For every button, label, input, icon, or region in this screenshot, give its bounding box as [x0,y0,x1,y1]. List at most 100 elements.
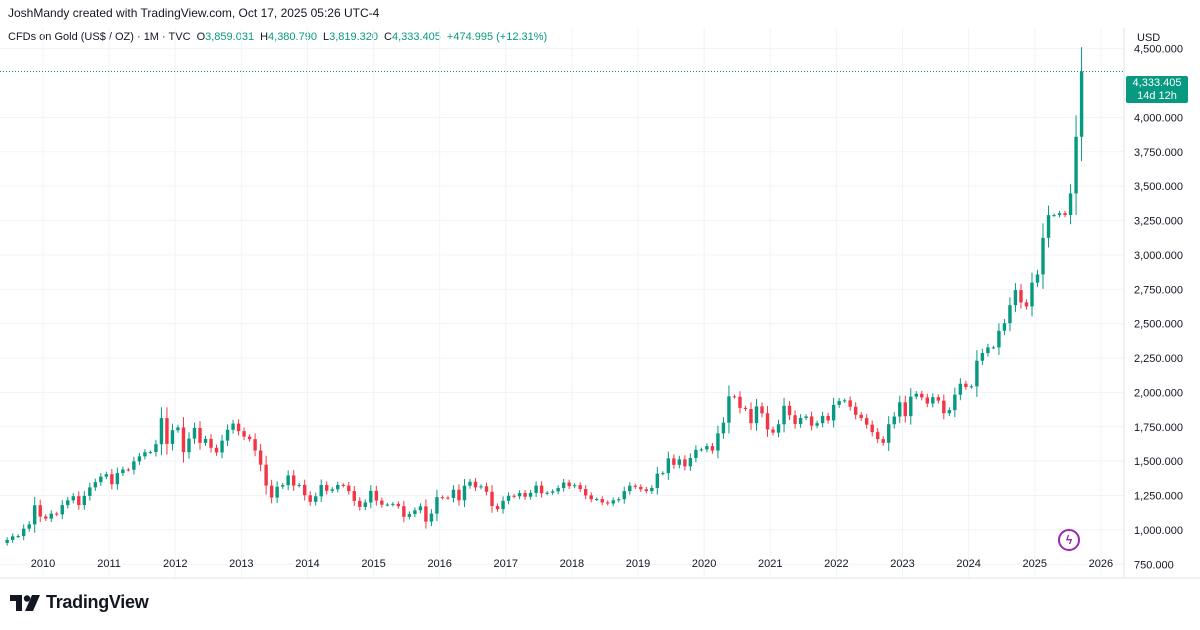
candle-body [308,495,312,502]
candle-body [71,496,75,501]
candle-body [925,397,930,404]
candle-body [253,439,257,451]
candle-body [567,482,571,487]
candle-body [688,457,693,467]
candle-body [220,440,224,453]
candle-body [1019,290,1023,303]
x-tick-label: 2013 [229,558,253,570]
legend-change: +474.995 (+12.31%) [446,31,548,43]
attribution-header: JoshMandy created with TradingView.com, … [8,6,380,20]
candle-body [920,393,924,398]
candle-body [793,415,797,424]
candle-body [297,484,301,486]
candle-body [837,401,841,405]
candle-body [677,459,682,465]
candle-body [539,485,544,494]
candle-body [534,485,538,493]
y-tick-label: 2,500.000 [1134,319,1183,331]
candle-body [887,424,891,443]
candle-body [650,487,654,492]
y-tick-label: 4,500.000 [1134,44,1183,56]
candle-body [391,503,395,505]
candle-body [402,506,406,517]
candle-body [319,485,323,497]
y-tick-label: 3,500.000 [1134,181,1183,193]
x-tick-label: 2014 [295,558,319,570]
candle-body [198,427,202,443]
candle-body [760,406,764,414]
candle-body [358,500,362,507]
lightning-icon[interactable]: ϟ [1058,529,1080,551]
candle-body [242,431,246,437]
x-tick-label: 2025 [1022,558,1046,570]
candle-body [853,406,858,415]
candle-body [628,485,632,492]
candle-body [517,493,522,497]
candle-body [754,406,759,424]
candle-body [826,415,830,421]
candle-body [385,504,390,506]
candle-body [352,491,356,501]
candle-body [154,444,158,453]
candle-body [440,497,445,499]
candle-body [236,423,241,432]
candle-body [27,524,31,529]
candle-body [556,488,560,492]
candle-body [738,396,742,408]
candle-body [1057,213,1062,216]
candle-body [749,409,753,424]
candle-body [1008,305,1012,324]
candle-body [776,424,781,433]
candle-body [55,513,59,515]
candle-body [121,469,125,474]
candle-body [898,402,902,417]
candle-body [743,407,748,410]
candle-body [5,539,9,543]
x-tick-label: 2017 [494,558,518,570]
candle-body [231,423,235,430]
candle-body [1074,136,1078,194]
x-tick-label: 2018 [560,558,584,570]
candle-body [710,446,715,451]
candle-body [661,473,665,475]
x-tick-label: 2023 [890,558,914,570]
legend-symbol[interactable]: CFDs on Gold (US$ / OZ) · 1M · TVC [8,31,191,43]
candle-body [336,484,340,490]
time-axis[interactable]: 2010 2011 2012 2013 2014 2015 2016 2017 2018 2019… [31,558,1113,570]
candle-body [606,502,610,504]
price-axis[interactable]: 750.000 1,000.000 1,250.000 1,500.000 1,750.… [1134,44,1183,572]
candle-body [1052,215,1056,217]
candle-body [93,482,98,488]
candle-body [1035,274,1040,283]
candle-body [407,514,412,517]
candle-body [495,506,500,510]
candle-body [881,439,885,443]
candle-body [380,500,384,505]
candle-body [148,452,153,454]
candle-body [1002,323,1007,331]
legend-open-label: O [196,31,206,43]
candle-body [771,429,775,433]
currency-label[interactable]: USD [1137,32,1161,44]
y-tick-label: 3,000.000 [1134,250,1183,262]
x-tick-label: 2016 [427,558,451,570]
candle-body [639,486,643,490]
candle-body [446,497,450,499]
x-tick-label: 2022 [824,558,848,570]
candle-body [1013,290,1018,306]
y-tick-label: 3,750.000 [1134,147,1183,159]
candle-body [622,491,626,500]
chart-grid [0,28,1124,578]
candle-body [269,485,274,498]
candle-body [187,438,191,453]
bar-countdown: 14d 12h [1137,90,1177,102]
x-tick-label: 2024 [956,558,980,570]
candle-body [600,499,604,503]
candle-body [264,464,268,486]
candle-body [490,491,494,507]
candle-body [16,536,20,538]
candle-body [462,485,467,501]
legend-close-label: C [384,31,392,43]
y-tick-label: 1,250.000 [1134,491,1183,503]
